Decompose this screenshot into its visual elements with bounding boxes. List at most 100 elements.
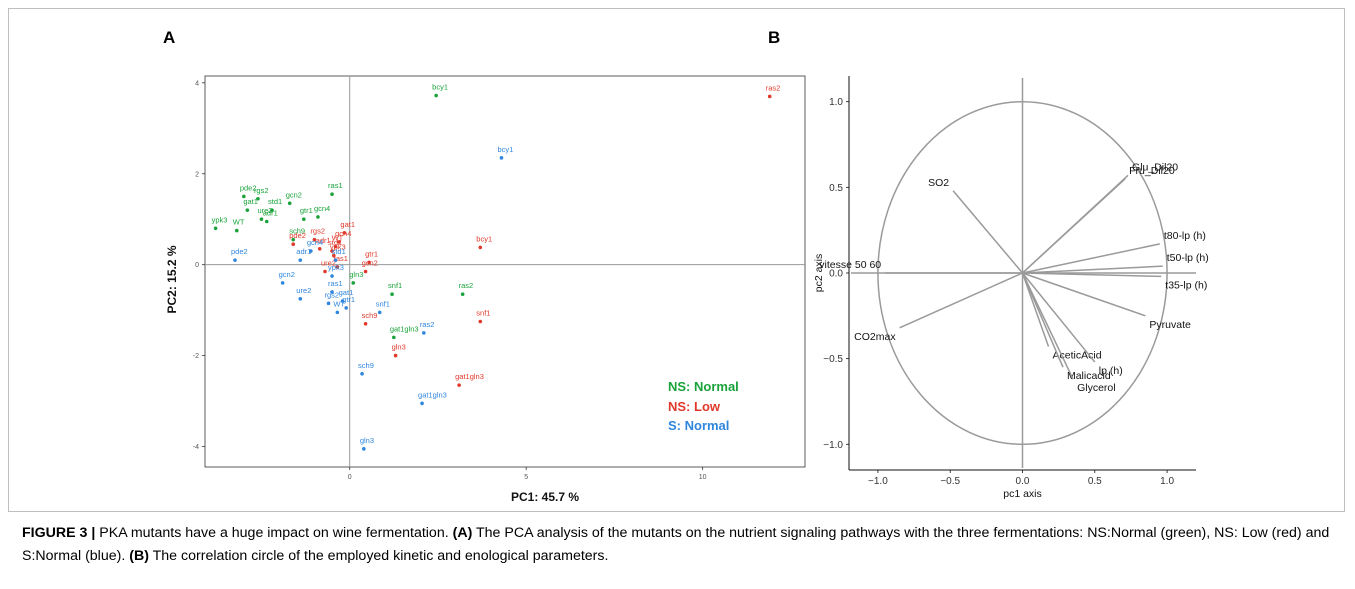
point-s-normal-ras2 — [422, 331, 426, 335]
point-ns-normal-gcn2 — [287, 201, 292, 206]
point-label-ns-normal-ras1: ras1 — [328, 181, 343, 190]
point-ns-normal-gcn4 — [316, 215, 320, 219]
point-s-normal-gln3 — [362, 447, 366, 451]
vector-label-malicacid: Malicacid — [1067, 370, 1111, 382]
plot-area-a — [204, 75, 806, 468]
point-label-ns-normal-rgs2: rgs2 — [254, 186, 269, 195]
figure-caption: FIGURE 3 | PKA mutants have a huge impac… — [22, 522, 1332, 568]
point-label-ns-low-gcn2: gcn2 — [362, 259, 378, 268]
point-label-ns-low-gln3: gln3 — [392, 343, 406, 352]
vector-aceticacid — [1021, 272, 1050, 347]
point-label-ns-low-pde2: pde2 — [289, 231, 306, 240]
x-tick-label-b: −1.0 — [868, 476, 888, 487]
point-s-normal-wt — [335, 310, 340, 315]
legend-item-ns-normal: NS: Normal — [668, 379, 739, 394]
point-label-ns-normal-bcy1: bcy1 — [432, 83, 448, 92]
point-s-normal-gcn4 — [309, 249, 313, 253]
point-label-s-normal-sch9: sch9 — [358, 361, 374, 370]
point-label-ns-low-sch9: sch9 — [362, 311, 378, 320]
caption-ref-a: (A) — [452, 525, 473, 541]
y-tick-label-b: −1.0 — [823, 440, 843, 451]
point-ns-low-gat1 — [342, 231, 347, 235]
point-ns-low-gcn4 — [337, 240, 341, 244]
point-ns-normal-ypk3 — [213, 226, 218, 231]
point-label-ns-low-ras2: ras2 — [766, 83, 781, 92]
point-label-s-normal-gat1gln3: gat1gln3 — [418, 390, 447, 399]
point-ns-normal-gln3 — [351, 281, 356, 285]
point-ns-normal-sch9 — [291, 237, 296, 242]
point-label-s-normal-gat1: gat1 — [339, 288, 354, 297]
y-tick-label-a: 4 — [195, 80, 199, 87]
point-label-ns-normal-gat1gln3: gat1gln3 — [390, 324, 419, 333]
point-label-s-normal-snf1: snf1 — [376, 299, 390, 308]
point-ns-low-gln3 — [393, 353, 398, 358]
y-tick-label-a: -2 — [193, 353, 199, 360]
y-tick-label-b: −0.5 — [823, 354, 843, 365]
x-tick-label-b: 0.5 — [1088, 476, 1102, 487]
vector-label-pyruvate: Pyruvate — [1149, 319, 1191, 331]
point-ns-normal-ure2 — [259, 217, 264, 222]
point-label-ns-low-ypk3: ypk3 — [330, 243, 346, 252]
point-ns-low-ypk3 — [332, 253, 336, 258]
point-ns-low-ras1 — [335, 265, 340, 269]
y-tick-label-b: 0.0 — [829, 269, 843, 280]
vector-label-fru-dil20: Fru_Dil20 — [1129, 165, 1175, 177]
point-ns-normal-gat1gln3 — [392, 335, 396, 340]
point-s-normal-gat1 — [340, 299, 345, 303]
point-s-normal-rgs2 — [326, 301, 331, 306]
point-s-normal-ure2 — [298, 296, 303, 301]
point-label-ns-low-rgs2: rgs2 — [310, 227, 325, 236]
y-tick-label-a: 0 — [195, 262, 199, 269]
point-label-ns-normal-gtr1: gtr1 — [300, 206, 313, 215]
vector-label-t35-lp-h: t35-lp (h) — [1165, 279, 1207, 291]
point-label-ns-low-std1: std1 — [328, 238, 342, 247]
point-s-normal-ras1 — [330, 290, 334, 294]
point-label-ns-low-ure2: ure2 — [321, 259, 336, 268]
vector-label-t80-lp-h: t80-lp (h) — [1164, 230, 1206, 242]
point-label-ns-low-snf1: snf1 — [476, 309, 490, 318]
point-ns-low-pde2 — [291, 242, 296, 247]
y-axis-label-a: PC2: 15.2 % — [165, 245, 179, 313]
vector-label-glu-dil20: Glu_Dil20 — [1132, 161, 1178, 173]
vector-t80-lp-h — [1022, 243, 1161, 274]
point-s-normal-std1 — [333, 258, 338, 262]
caption-text-2: The PCA analysis of the mutants on the n… — [22, 525, 1330, 564]
point-label-ns-low-gtr1: gtr1 — [365, 249, 378, 258]
point-ns-normal-ras2 — [460, 292, 465, 297]
vector-fru-dil20 — [1021, 178, 1126, 274]
point-label-ns-low-adr1: adr1 — [316, 236, 331, 245]
vector-t50-lp-h — [1022, 265, 1163, 274]
point-ns-low-ras2 — [767, 94, 772, 99]
vector-label-vitesse-50-60: vitesse 50 60 — [819, 259, 881, 271]
point-label-ns-low-ras1: ras1 — [333, 254, 348, 263]
point-label-ns-normal-ypk3: ypk3 — [212, 215, 228, 224]
caption-figure-label: FIGURE 3 | — [22, 525, 96, 541]
vector-label-co2max: CO2max — [854, 331, 896, 343]
point-label-ns-low-wt: WT — [332, 233, 344, 242]
vector-label-so2: SO2 — [928, 177, 949, 189]
point-label-ns-normal-gcn4: gcn4 — [314, 204, 330, 213]
vector-glycerol — [1021, 272, 1074, 380]
panel-b-letter: B — [768, 28, 781, 47]
point-label-ns-normal-adr1: adr1 — [263, 208, 278, 217]
point-ns-low-rgs2 — [312, 237, 317, 242]
point-label-s-normal-gcn4: gcn4 — [307, 238, 323, 247]
vector-lp-h — [1021, 272, 1096, 363]
point-label-s-normal-ure2: ure2 — [296, 286, 311, 295]
panel-a-letter: A — [163, 28, 176, 47]
point-label-s-normal-pde2: pde2 — [231, 247, 248, 256]
vector-label-aceticacid: AceticAcid — [1053, 350, 1102, 362]
figure-frame — [8, 8, 1345, 512]
point-ns-low-wt — [333, 244, 338, 249]
point-ns-normal-rgs2 — [256, 196, 260, 201]
point-label-ns-normal-wt: WT — [233, 218, 245, 227]
caption-text-1: PKA mutants have a huge impact on wine f… — [95, 525, 453, 541]
point-ns-normal-gat1 — [245, 208, 250, 212]
point-label-ns-low-gat1: gat1 — [340, 220, 355, 229]
point-label-ns-low-bcy1: bcy1 — [476, 234, 492, 243]
point-label-ns-low-gcn4: gcn4 — [335, 229, 351, 238]
point-label-ns-normal-sch9: sch9 — [289, 227, 305, 236]
point-label-s-normal-gcn2: gcn2 — [279, 270, 295, 279]
